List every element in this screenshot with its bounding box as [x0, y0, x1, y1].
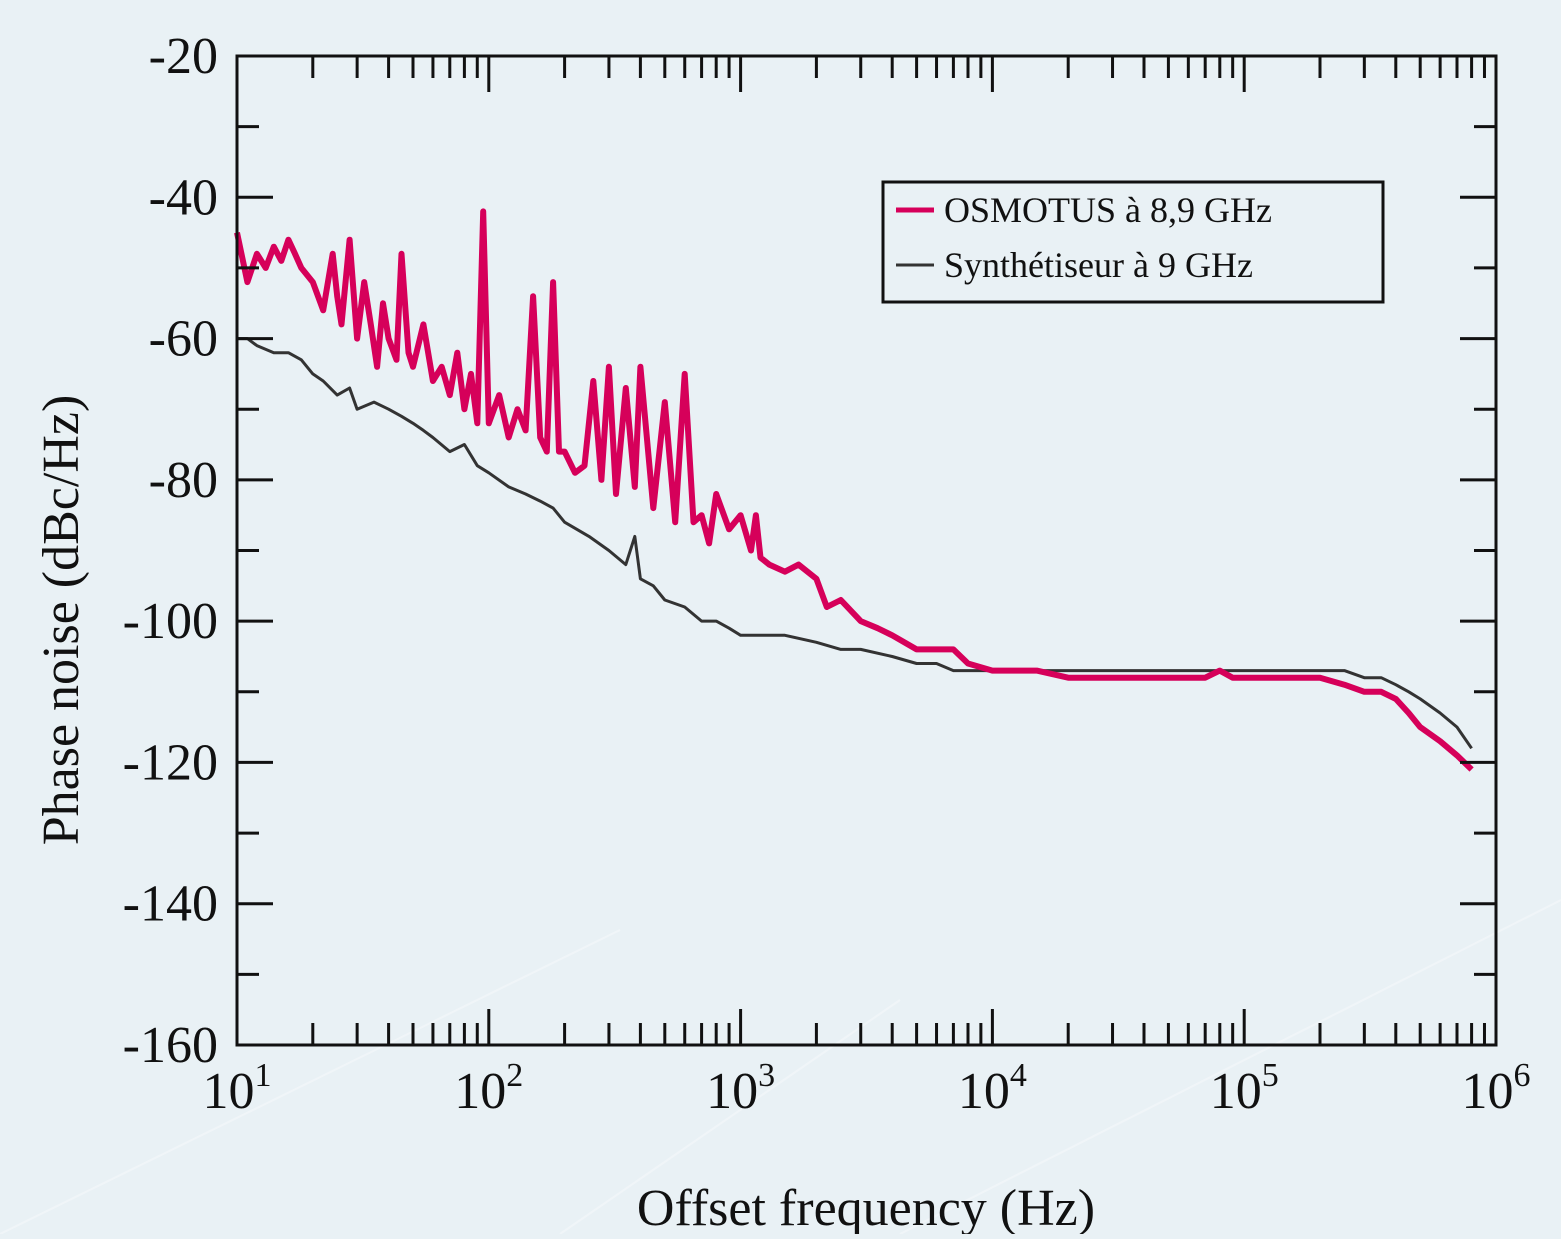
x-axis-title: Offset frequency (Hz) [637, 1180, 1095, 1234]
x-tick-label: 104 [958, 1057, 1027, 1120]
series-line-2 [237, 337, 1473, 750]
x-tick-exponent: 4 [1010, 1057, 1027, 1094]
y-tick-label: -160 [123, 1017, 218, 1074]
y-tick-label: -100 [123, 593, 218, 650]
legend-label: Synthétiseur à 9 GHz [944, 245, 1253, 285]
y-tick-label: -60 [149, 311, 218, 368]
x-tick-label: 103 [706, 1057, 775, 1120]
series-line-1 [234, 208, 1474, 772]
y-tick-label: -20 [149, 28, 218, 85]
y-tick-label: -140 [123, 876, 218, 933]
legend: OSMOTUS à 8,9 GHz Synthétiseur à 9 GHz [881, 180, 1385, 304]
x-tick-label: 102 [454, 1057, 523, 1120]
x-tick-exponent: 2 [506, 1057, 523, 1094]
x-tick-base: 10 [1462, 1063, 1514, 1120]
x-tick-exponent: 5 [1262, 1057, 1279, 1094]
x-tick-base: 10 [454, 1063, 506, 1120]
x-tick-exponent: 3 [758, 1057, 775, 1094]
y-axis-title: Phase noise (dBc/Hz) [33, 395, 90, 846]
x-tick-exponent: 1 [255, 1057, 272, 1094]
x-tick-base: 10 [706, 1063, 758, 1120]
x-tick-label: 106 [1462, 1057, 1531, 1120]
y-tick-label: -120 [123, 734, 218, 791]
plot-frame [235, 54, 1498, 1047]
y-tick-label: -40 [149, 169, 218, 226]
x-tick-label: 101 [203, 1057, 272, 1120]
x-tick-base: 10 [1210, 1063, 1262, 1120]
background-decoration [0, 899, 1561, 1235]
legend-label: OSMOTUS à 8,9 GHz [944, 190, 1272, 230]
legend-box [881, 180, 1385, 304]
x-tick-exponent: 6 [1514, 1057, 1531, 1094]
x-tick-base: 10 [203, 1063, 255, 1120]
x-tick-label: 105 [1210, 1057, 1279, 1120]
x-tick-base: 10 [958, 1063, 1010, 1120]
y-tick-label: -80 [149, 452, 218, 509]
